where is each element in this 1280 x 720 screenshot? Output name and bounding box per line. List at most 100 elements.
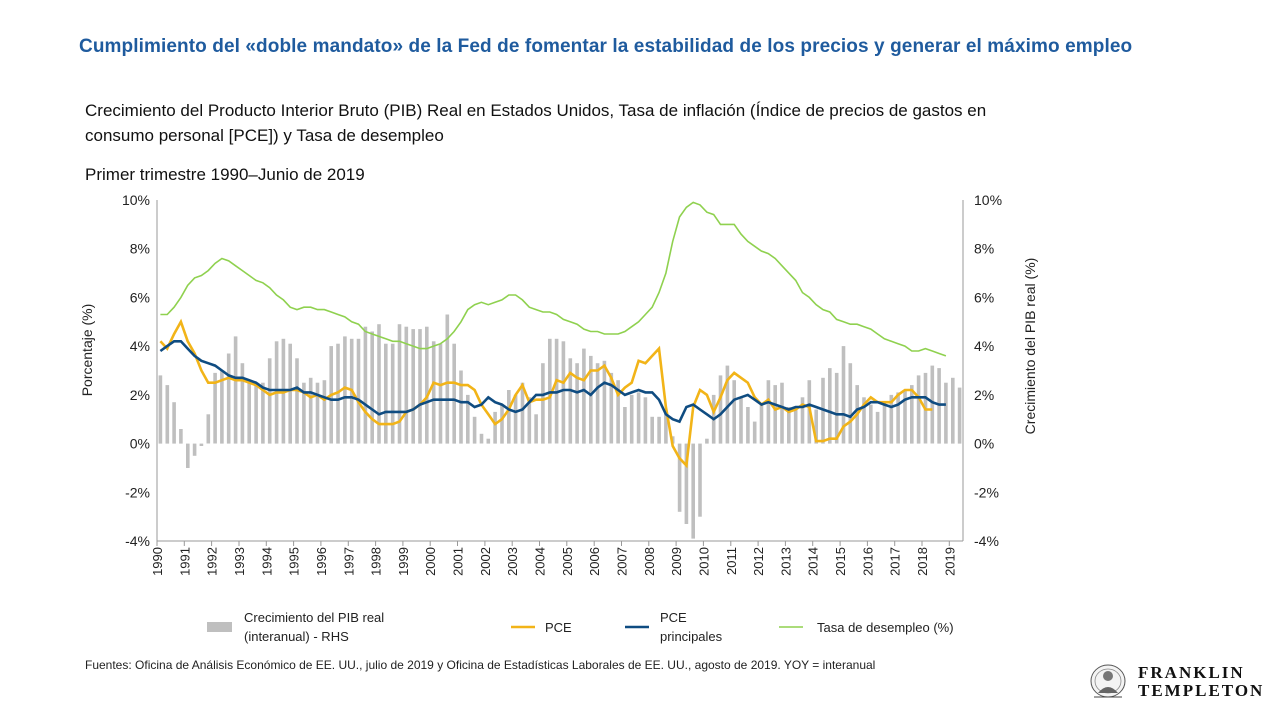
franklin-portrait-icon: [1090, 664, 1126, 698]
gdp-bar: [684, 443, 689, 524]
y-tick-label: 4%: [130, 338, 150, 354]
x-tick-label: 2014: [806, 547, 821, 576]
x-tick-label: 1995: [287, 547, 302, 576]
gdp-bar: [875, 411, 880, 444]
gdp-bar: [841, 346, 846, 444]
x-ticks: 1990 1991 1992 1993 1994 1995 1996 1997 1998 1999…: [150, 541, 957, 576]
gdp-bar: [513, 394, 518, 444]
y2-axis-label: Crecimiento del PIB real (%): [1022, 258, 1038, 435]
gdp-bar: [759, 404, 764, 444]
franklin-templeton-logo: FRANKLIN TEMPLETON: [1088, 663, 1263, 703]
x-tick-label: 1990: [150, 547, 165, 576]
right-y-ticks: 10% 8% 6% 4% 2% 0% -2% -4%: [974, 192, 1002, 549]
gdp-bar: [493, 411, 497, 444]
x-tick-label: 2015: [833, 547, 848, 576]
gdp-bars: [158, 314, 962, 539]
gdp-bar: [192, 443, 197, 456]
x-tick-label: 2006: [587, 547, 602, 576]
gdp-bar: [233, 336, 238, 444]
gdp-bar: [629, 394, 634, 444]
legend-core-label-2: principales: [660, 629, 723, 644]
gdp-bar: [165, 385, 170, 444]
gdp-bar: [377, 324, 381, 444]
gdp-bar: [951, 377, 955, 444]
logo-text: FRANKLIN TEMPLETON: [1138, 664, 1264, 700]
gdp-bar: [848, 363, 853, 444]
gdp-bar: [404, 326, 409, 444]
gdp-bar: [916, 375, 921, 444]
gdp-bar: [752, 421, 757, 444]
x-tick-label: 2010: [696, 547, 711, 576]
gdp-bar: [507, 390, 511, 444]
x-tick-label: 1993: [232, 547, 247, 576]
gdp-bar: [397, 324, 402, 444]
x-tick-label: 2001: [451, 547, 466, 576]
gdp-bar: [356, 338, 361, 444]
x-tick-label: 2017: [888, 547, 903, 576]
gdp-bar: [384, 343, 388, 444]
gdp-bar: [616, 380, 620, 444]
gdp-bar: [568, 358, 573, 444]
gdp-bar: [295, 358, 299, 444]
gdp-bar: [267, 358, 272, 444]
gdp-bar: [643, 397, 648, 444]
gdp-bar: [766, 380, 771, 444]
gdp-bar: [582, 348, 586, 444]
unemployment-line: [160, 201, 947, 357]
gdp-bar: [520, 382, 525, 444]
gdp-bar: [814, 409, 818, 444]
x-tick-label: 2019: [942, 547, 957, 576]
gdp-bar: [472, 416, 477, 444]
gdp-bar: [725, 365, 730, 444]
gdp-bar: [834, 372, 839, 444]
y-tick-label: -4%: [125, 533, 150, 549]
gdp-bar: [828, 368, 832, 444]
y2-tick-label: 4%: [974, 338, 994, 354]
gdp-bar: [438, 343, 443, 444]
gdp-bar: [370, 331, 374, 444]
gdp-bar: [705, 438, 709, 444]
x-tick-label: 2007: [615, 547, 630, 576]
gdp-bar: [869, 404, 873, 444]
gdp-bar: [308, 377, 313, 444]
x-tick-label: 2013: [778, 547, 793, 576]
chart-period: Primer trimestre 1990–Junio de 2019: [85, 165, 365, 184]
x-tick-label: 2009: [669, 547, 684, 576]
chart-subtitle: Crecimiento del Producto Interior Bruto …: [85, 101, 987, 145]
gdp-bar: [363, 326, 368, 444]
gdp-bar: [343, 336, 347, 444]
left-y-ticks: 10% 8% 6% 4% 2% 0% -2% -4%: [122, 192, 150, 549]
gdp-bar: [254, 385, 258, 444]
x-tick-label: 2005: [560, 547, 575, 576]
gdp-bar: [589, 355, 593, 444]
gdp-bar: [240, 363, 245, 444]
gdp-bar: [247, 380, 251, 444]
gdp-bar: [561, 341, 566, 444]
gdp-bar: [452, 343, 456, 444]
gdp-bar: [431, 341, 436, 444]
x-tick-label: 1998: [369, 547, 384, 576]
x-tick-label: 1994: [259, 547, 274, 576]
gdp-bar: [206, 414, 211, 444]
x-tick-label: 1999: [396, 547, 411, 576]
y2-tick-label: -4%: [974, 533, 999, 549]
gdp-bar: [418, 329, 422, 444]
logo-line-1: FRANKLIN: [1138, 663, 1245, 682]
gdp-bar: [158, 375, 163, 444]
gdp-bar: [500, 404, 504, 444]
y-tick-label: 0%: [130, 436, 150, 452]
legend-gdp-swatch: [207, 622, 232, 632]
x-tick-label: 1992: [205, 547, 220, 576]
legend-gdp: Crecimiento del PIB real (interanual) - …: [244, 608, 384, 646]
gdp-bar: [677, 443, 682, 512]
gdp-bar: [896, 392, 900, 444]
y2-tick-label: 10%: [974, 192, 1002, 208]
gdp-bar: [739, 397, 743, 444]
gdp-bar: [213, 372, 217, 444]
x-tick-label: 1996: [314, 547, 329, 576]
x-tick-label: 1997: [341, 547, 356, 576]
gdp-bar: [800, 397, 805, 444]
gdp-bar: [466, 394, 470, 444]
gdp-bar: [910, 385, 914, 444]
y2-tick-label: 2%: [974, 387, 994, 403]
